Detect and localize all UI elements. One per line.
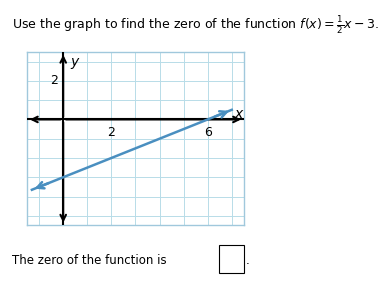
Text: x: x	[235, 107, 243, 121]
Text: 2: 2	[108, 126, 115, 139]
Text: The zero of the function is: The zero of the function is	[12, 254, 166, 266]
Text: .: .	[246, 254, 250, 267]
Text: y: y	[70, 55, 79, 69]
Text: Use the graph to find the zero of the function $f(x) = \frac{1}{2}x - 3$.: Use the graph to find the zero of the fu…	[12, 14, 378, 36]
Text: 6: 6	[204, 126, 212, 139]
Text: 2: 2	[51, 75, 58, 87]
